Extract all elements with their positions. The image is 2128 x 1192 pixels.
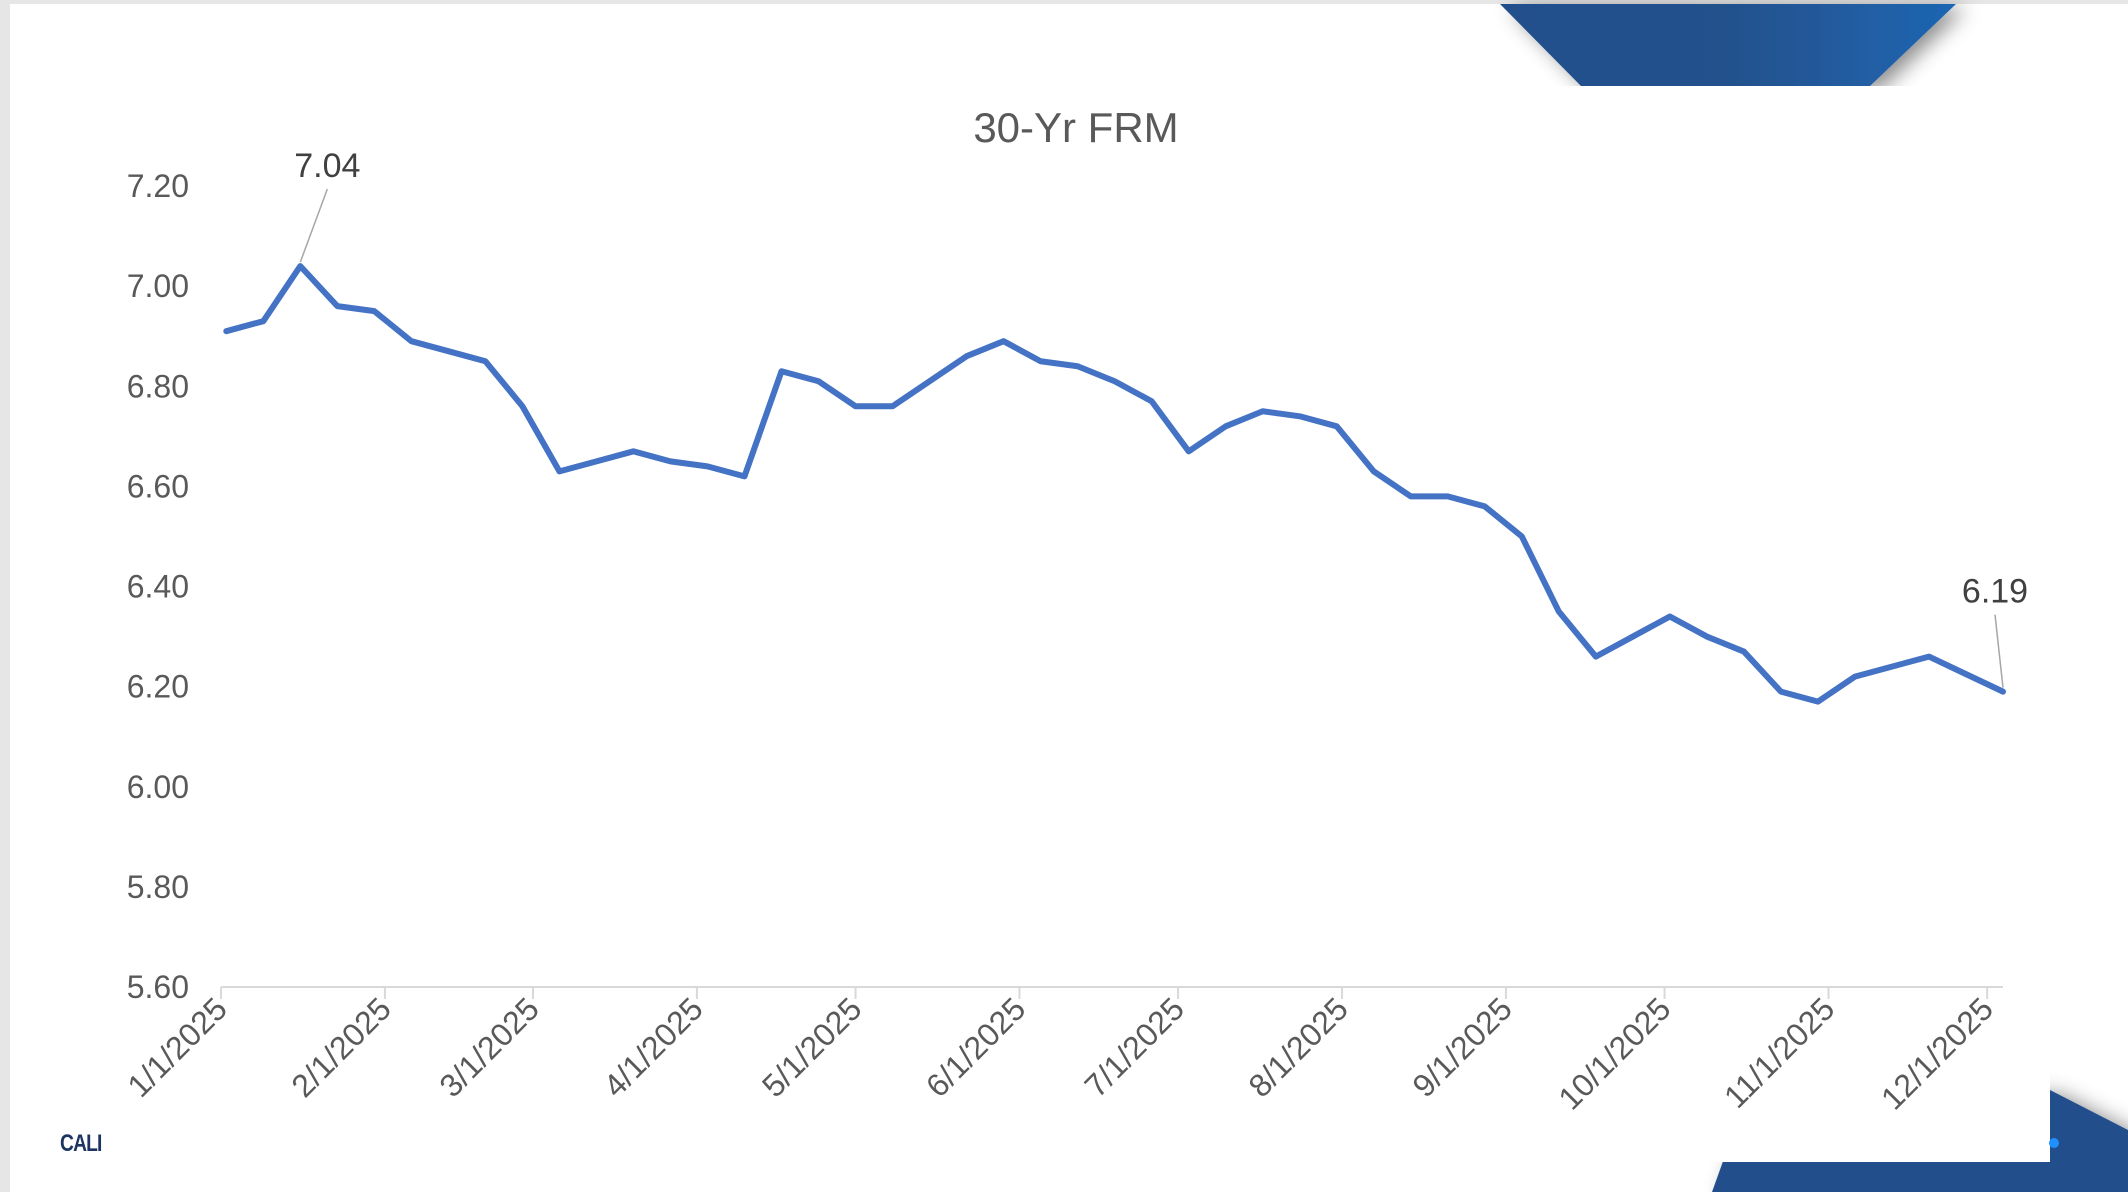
y-tick-label: 5.80 [127,869,189,905]
y-tick-label: 6.00 [127,769,189,805]
y-tick-label: 6.80 [127,368,189,404]
y-tick-label: 6.40 [127,569,189,605]
chart-panel [1400,1000,2050,1162]
y-tick-label: 7.20 [127,168,189,204]
chart-title: 30-Yr FRM [973,104,1178,151]
data-label-leader [299,188,329,263]
logo: CALI [60,1130,102,1157]
top-banner-decoration [1500,4,1956,86]
y-tick-label: 6.20 [127,669,189,705]
data-label-leader [1994,614,2004,688]
y-tick-label: 7.00 [127,268,189,304]
y-tick-label: 5.60 [127,969,189,1005]
accent-dot [2049,1138,2059,1148]
data-label: 6.19 [1962,573,2028,611]
y-tick-label: 6.60 [127,468,189,504]
data-label: 7.04 [294,147,360,185]
slide-background [10,4,2128,1192]
